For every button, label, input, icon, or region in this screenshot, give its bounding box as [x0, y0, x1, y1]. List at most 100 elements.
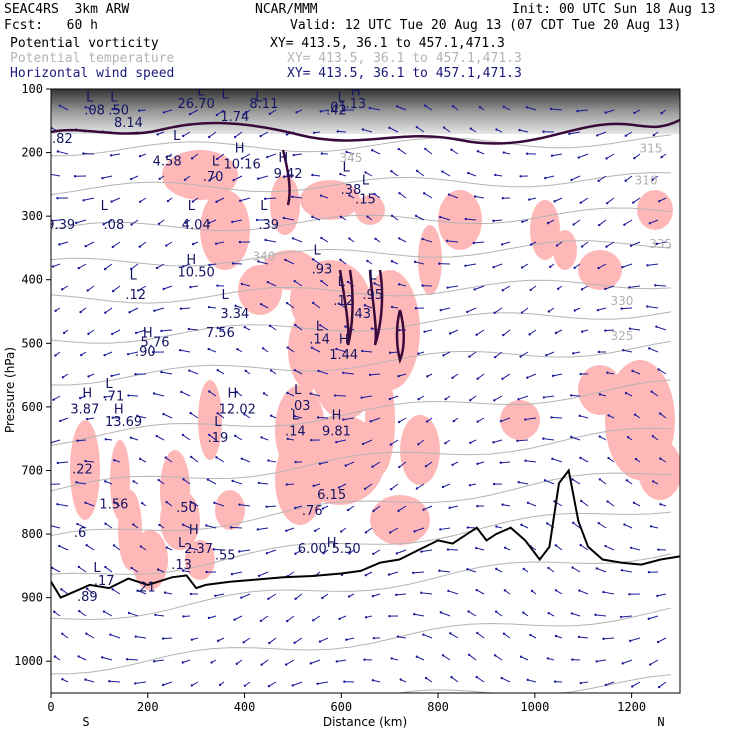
wind-vector-head: [230, 572, 234, 576]
wind-vector-head: [544, 176, 547, 180]
wind-vector: [621, 569, 633, 573]
wind-vector-head: [162, 412, 165, 416]
wind-vector: [648, 615, 659, 620]
wind-vector-head: [111, 332, 114, 336]
pv-extremum-label: L: [105, 377, 113, 392]
y-tick-label: 800: [21, 527, 43, 541]
wind-vector-head: [578, 414, 581, 418]
wind-vector: [76, 481, 87, 485]
pv-extremum-label: L: [343, 161, 351, 176]
wind-vector-head: [469, 398, 472, 402]
wind-vector-head: [87, 332, 90, 336]
wind-vector: [130, 263, 139, 270]
wind-vector-head: [343, 680, 346, 683]
wind-vector: [156, 435, 165, 441]
wind-vector-head: [188, 112, 192, 116]
wind-vector: [233, 262, 243, 265]
wind-vector-head: [542, 130, 545, 133]
wind-vector-head: [257, 574, 261, 578]
field-pt-xy: XY= 413.5, 36.1 to 457.1,471.3: [287, 51, 522, 66]
wind-vector: [416, 483, 425, 489]
wind-vector: [312, 216, 321, 221]
wind-vector: [621, 615, 633, 618]
wind-vector-head: [399, 678, 402, 681]
wind-vector-head: [190, 157, 194, 160]
wind-vector-head: [451, 463, 454, 466]
wind-vector-head: [555, 244, 559, 247]
wind-vector-head: [337, 486, 341, 489]
wind-vector: [285, 659, 295, 666]
wind-vector-head: [229, 526, 233, 529]
wind-vector-head: [130, 566, 133, 570]
wind-vector: [519, 129, 529, 133]
wind-vector: [658, 369, 667, 375]
wind-vector-head: [282, 216, 286, 220]
wind-vector: [596, 567, 607, 573]
wind-vector-head: [104, 438, 108, 441]
wind-vector-head: [647, 617, 650, 620]
wind-vector: [603, 637, 615, 640]
wind-vector: [292, 237, 303, 243]
wind-vector-head: [388, 397, 392, 401]
wind-vector-head: [441, 654, 445, 657]
wind-vector: [603, 591, 615, 595]
wind-vector: [469, 351, 477, 358]
wind-vector-head: [285, 133, 289, 136]
wind-vector: [494, 307, 503, 314]
wind-vector-head: [390, 170, 393, 173]
wind-vector-head: [464, 217, 468, 221]
pv-shade-blob: [360, 270, 420, 390]
wind-vector-head: [132, 480, 135, 483]
wind-vector: [579, 590, 589, 595]
wind-vector: [421, 592, 433, 595]
wind-vector: [85, 502, 95, 507]
wind-vector-head: [628, 592, 631, 596]
wind-vector: [136, 329, 147, 334]
wind-vector: [310, 659, 321, 664]
y-tick-label: 900: [21, 591, 43, 605]
wind-vector-head: [573, 266, 576, 270]
wind-vector-head: [214, 242, 218, 245]
wind-vector-head: [181, 523, 185, 526]
wind-vector-head: [109, 154, 113, 157]
wind-vector: [526, 106, 537, 111]
wind-vector-head: [366, 215, 369, 218]
organization: NCAR/MMM: [255, 2, 318, 17]
wind-vector: [190, 501, 199, 507]
wind-vector: [232, 219, 243, 223]
wind-vector: [443, 127, 451, 133]
wind-vector: [287, 347, 295, 353]
wind-vector-head: [152, 660, 156, 663]
wind-vector: [258, 175, 269, 180]
wind-vector-head: [621, 662, 624, 665]
pv-shade-blob: [215, 490, 245, 530]
wind-vector: [294, 369, 303, 375]
wind-vector: [269, 325, 277, 331]
wind-vector-head: [85, 632, 88, 635]
wind-vector: [450, 632, 459, 639]
wind-vector: [83, 197, 95, 201]
wind-vector-head: [422, 633, 425, 636]
wind-vector-head: [648, 222, 652, 225]
pv-extremum-label: L: [313, 243, 321, 258]
wind-vector-head: [502, 105, 505, 108]
wind-vector-head: [76, 522, 79, 526]
wind-vector: [319, 637, 329, 643]
pv-extremum-label: .50: [108, 103, 129, 118]
pv-shade-blob: [438, 190, 482, 250]
wind-vector-head: [216, 326, 219, 330]
wind-vector-head: [216, 284, 219, 287]
pv-extremum-label: L: [316, 320, 324, 335]
wind-vector-head: [321, 596, 324, 600]
wind-vector-head: [48, 483, 50, 485]
wind-vector-head: [269, 414, 273, 417]
wind-vector: [208, 219, 217, 224]
wind-vector-head: [317, 369, 320, 373]
wind-vector-head: [445, 239, 449, 243]
wind-vector-head: [476, 631, 479, 635]
wind-vector-head: [243, 413, 246, 416]
wind-vector: [370, 417, 381, 422]
wind-vector-head: [652, 133, 656, 137]
wind-vector: [621, 307, 633, 310]
wind-vector-head: [655, 242, 658, 246]
